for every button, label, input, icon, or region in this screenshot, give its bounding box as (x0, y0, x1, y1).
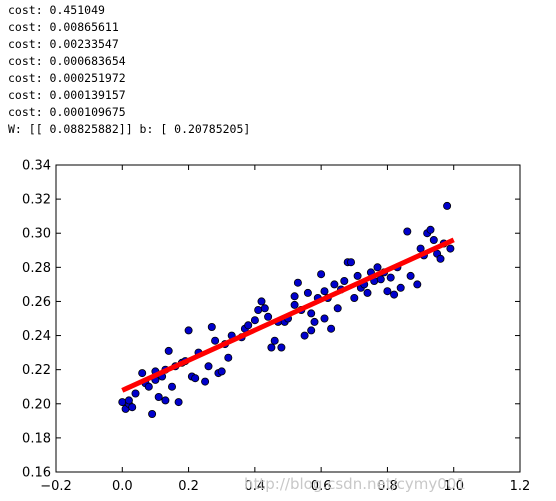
data-point (320, 314, 329, 323)
console-line: cost: 0.000251972 (8, 71, 126, 85)
data-point (184, 326, 193, 335)
data-point (307, 326, 316, 335)
data-point (436, 254, 445, 263)
data-point (303, 288, 312, 297)
plot-frame (55, 164, 521, 473)
data-point (217, 367, 226, 376)
data-point (383, 287, 392, 296)
data-point (224, 353, 233, 362)
y-tick-label: 0.24 (22, 329, 51, 344)
scatter-points (118, 201, 455, 418)
console-line: W: [[ 0.08825882]] b: [ 0.20785205] (8, 122, 251, 136)
y-tick-label: 0.30 (22, 227, 51, 242)
data-point (191, 374, 200, 383)
x-tick-label: 0.6 (311, 479, 332, 494)
data-point (307, 309, 316, 318)
console-line: cost: 0.000139157 (8, 88, 126, 102)
data-point (128, 403, 137, 412)
data-point (154, 392, 163, 401)
data-point (443, 201, 452, 210)
data-point (131, 389, 140, 398)
x-tick-label: 0.4 (245, 479, 266, 494)
data-point (293, 278, 302, 287)
data-point (164, 346, 173, 355)
data-point (373, 263, 382, 272)
y-tick-label: 0.20 (22, 397, 51, 412)
data-point (290, 292, 299, 301)
y-tick-label: 0.18 (22, 431, 51, 446)
data-point (148, 409, 157, 418)
data-point (340, 276, 349, 285)
fit-line-group (121, 237, 455, 393)
data-point (413, 280, 422, 289)
data-point (174, 398, 183, 407)
y-tick-labels: 0.16 0.18 0.20 0.22 0.24 0.26 0.28 0.30 0.32 0.34 (22, 159, 51, 481)
data-point (118, 398, 127, 407)
data-point (144, 382, 153, 391)
data-point (327, 324, 336, 333)
data-point (346, 258, 355, 267)
data-point (244, 321, 253, 330)
fit-line (121, 237, 455, 393)
data-point (446, 244, 455, 253)
x-tick-label: 1.0 (443, 479, 464, 494)
console-line: cost: 0.000109675 (8, 105, 126, 119)
data-point (161, 396, 170, 405)
data-point (310, 317, 319, 326)
y-tick-label: 0.32 (22, 193, 51, 208)
axis-ticks (55, 164, 521, 473)
data-point (270, 336, 279, 345)
y-tick-label: 0.22 (22, 363, 51, 378)
console-line: cost: 0.451049 (8, 3, 105, 17)
console-line: cost: 0.00233547 (8, 37, 119, 51)
data-point (260, 304, 269, 313)
data-point (300, 331, 309, 340)
y-tick-label: 0.26 (22, 295, 51, 310)
console-output: cost: 0.451049 cost: 0.00865611 cost: 0.00… (8, 2, 250, 138)
data-point (403, 227, 412, 236)
data-point (204, 362, 213, 371)
console-line: cost: 0.000683654 (8, 54, 126, 68)
data-point (211, 336, 220, 345)
data-point (396, 283, 405, 292)
data-point (350, 293, 359, 302)
data-point (254, 305, 263, 314)
data-point (363, 288, 372, 297)
data-point (207, 322, 216, 331)
data-point (429, 235, 438, 244)
x-tick-label: 0.2 (178, 479, 199, 494)
data-point (317, 270, 326, 279)
x-tick-label: 0.0 (112, 479, 133, 494)
data-point (138, 369, 147, 378)
data-point (330, 280, 339, 289)
data-point (250, 316, 259, 325)
data-point (267, 343, 276, 352)
data-point (426, 225, 435, 234)
data-point (124, 396, 133, 405)
x-tick-label: −0.2 (40, 479, 72, 494)
x-tick-labels: −0.2 0.0 0.2 0.4 0.6 0.8 1.0 1.2 (40, 479, 530, 494)
y-tick-label: 0.34 (22, 159, 51, 174)
data-point (264, 312, 273, 321)
data-point (257, 297, 266, 306)
data-point (167, 382, 176, 391)
data-point (290, 300, 299, 309)
data-point (406, 271, 415, 280)
y-tick-label: 0.16 (22, 466, 51, 481)
data-point (390, 290, 399, 299)
data-point (201, 377, 210, 386)
y-tick-label: 0.28 (22, 261, 51, 276)
data-point (353, 271, 362, 280)
x-tick-label: 1.2 (510, 479, 531, 494)
data-point (320, 287, 329, 296)
data-point (277, 343, 286, 352)
watermark-text: http://blog.csdn.net/cymy001 (244, 475, 466, 493)
x-tick-label: 0.8 (377, 479, 398, 494)
console-line: cost: 0.00865611 (8, 20, 119, 34)
data-point (386, 273, 395, 282)
data-point (333, 304, 342, 313)
